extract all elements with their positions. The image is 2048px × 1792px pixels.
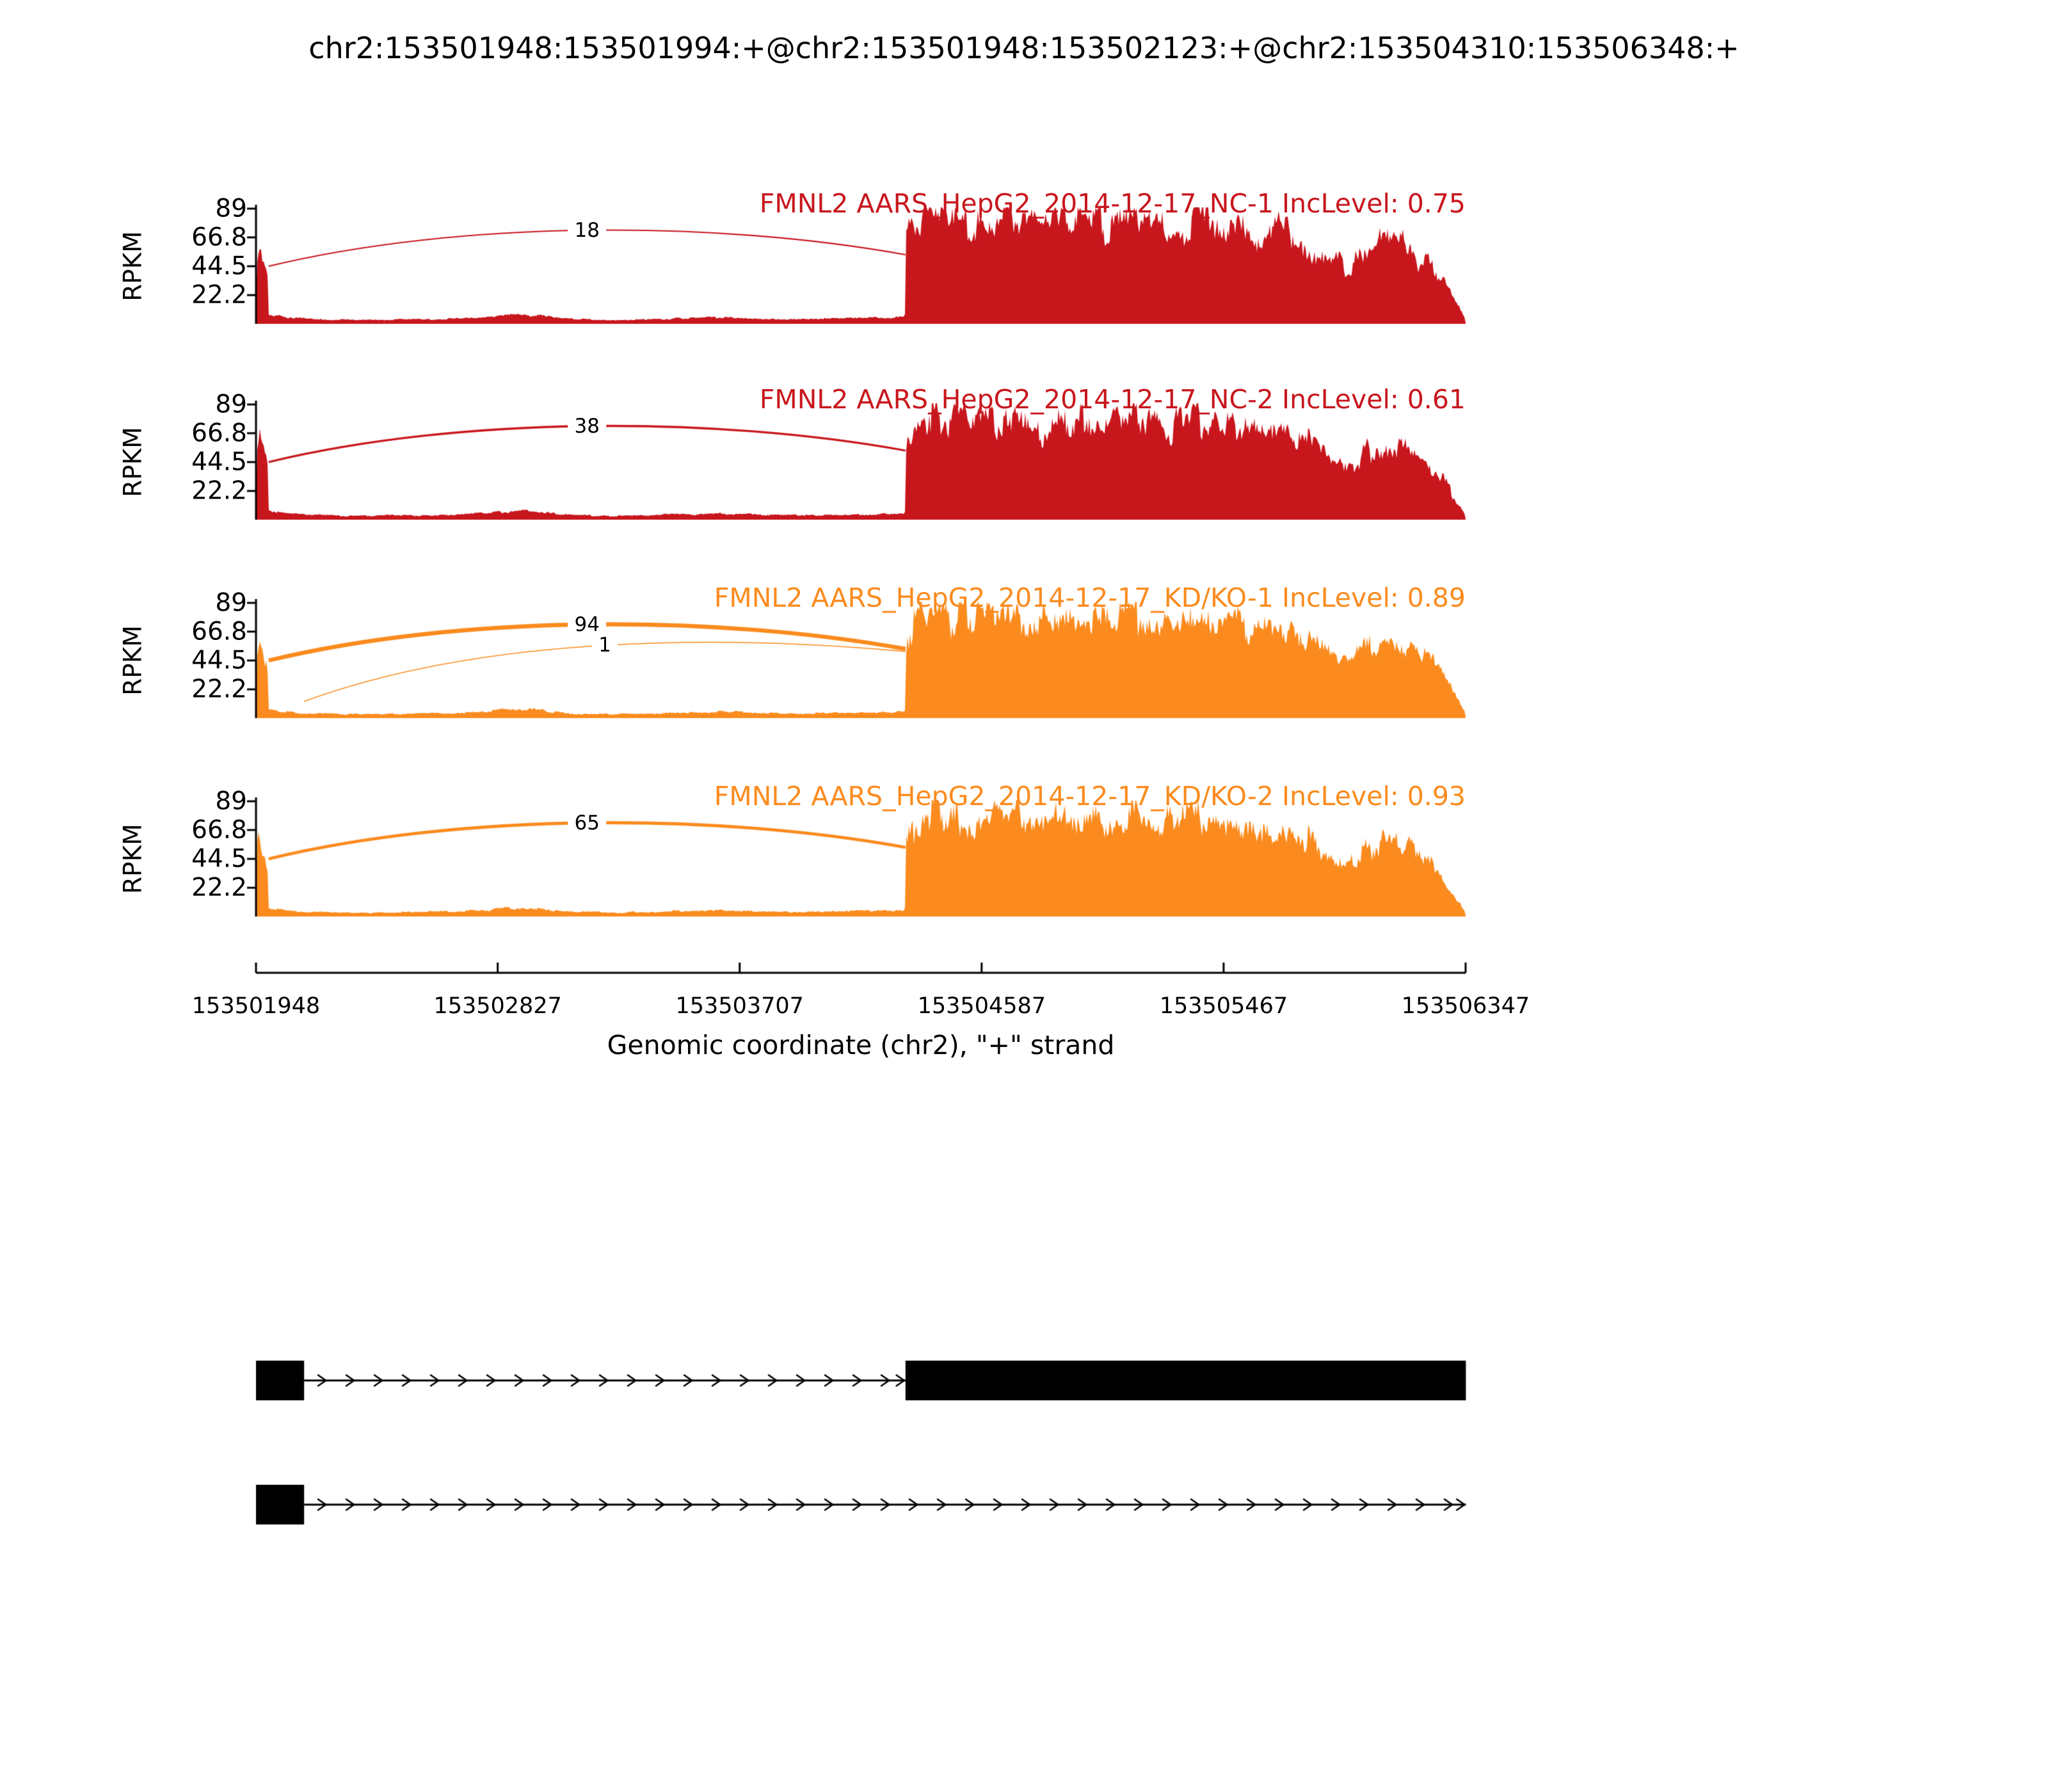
y-axis-label: RPKM [118,824,148,894]
y-tick-label: 22.2 [191,280,247,310]
y-axis-label: RPKM [118,231,148,301]
y-tick-label: 44.5 [191,844,247,874]
junction-count-label: 18 [568,218,607,242]
y-tick-label: 44.5 [191,252,247,281]
y-axis-label: RPKM [118,427,148,497]
track-title: FMNL2 AARS_HepG2_2014-12-17_NC-2 IncLeve… [759,384,1466,415]
y-tick-label: 89 [215,390,247,419]
x-tick-label: 153503707 [675,993,804,1019]
y-tick-label: 66.8 [191,223,247,252]
x-tick-label: 153506347 [1401,993,1530,1019]
y-tick-label: 22.2 [191,675,247,704]
y-axis-label: RPKM [118,625,148,696]
x-tick-label: 153504587 [917,993,1046,1019]
y-tick-label: 44.5 [191,646,247,675]
y-tick-label: 66.8 [191,617,247,646]
junction-count-label: 1 [592,634,618,657]
junction-count-label: 38 [568,414,607,438]
y-tick-label: 89 [215,588,247,618]
y-tick-label: 44.5 [191,447,247,477]
track-title: FMNL2 AARS_HepG2_2014-12-17_KD/KO-1 IncL… [714,582,1466,613]
y-tick-label: 89 [215,787,247,816]
y-tick-label: 22.2 [191,476,247,506]
x-tick-label: 153505467 [1159,993,1288,1019]
y-tick-label: 22.2 [191,873,247,902]
junction-count-label: 94 [568,612,607,636]
track-title: FMNL2 AARS_HepG2_2014-12-17_KD/KO-2 IncL… [714,781,1466,812]
x-axis-label: Genomic coordinate (chr2), "+" strand [607,1030,1115,1060]
x-tick-label: 153501948 [191,993,321,1019]
x-tick-label: 153502827 [433,993,562,1019]
y-tick-label: 66.8 [191,815,247,845]
plot-title: chr2:153501948:153501994:+@chr2:15350194… [308,31,1740,65]
y-tick-label: 89 [215,194,247,223]
junction-count-label: 65 [568,811,607,835]
track-title: FMNL2 AARS_HepG2_2014-12-17_NC-1 IncLeve… [759,188,1466,219]
y-tick-label: 66.8 [191,419,247,448]
